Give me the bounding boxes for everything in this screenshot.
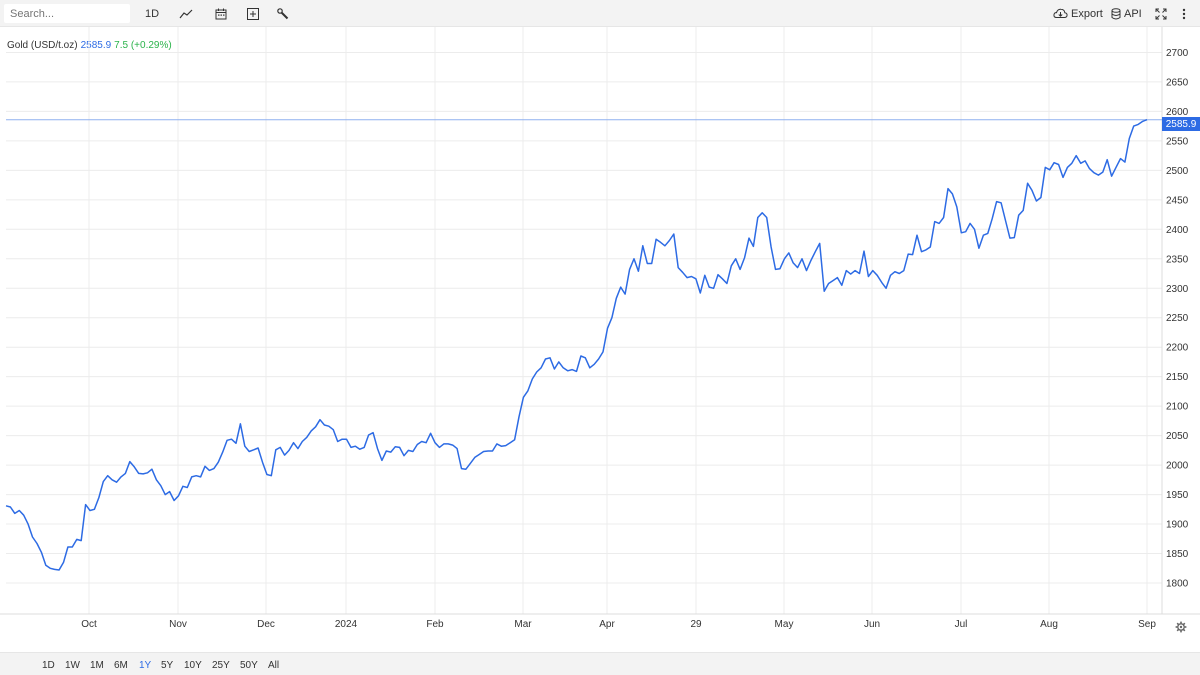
cloud-download-icon — [1053, 8, 1068, 18]
y-tick-label: 2550 — [1166, 136, 1189, 147]
add-indicator-icon[interactable] — [244, 4, 262, 23]
x-tick-label: May — [775, 619, 794, 630]
wrench-icon[interactable] — [274, 4, 292, 23]
series-price: 2585.9 — [80, 40, 112, 51]
range-button-6m[interactable]: 6M — [114, 660, 128, 671]
range-button-1m[interactable]: 1M — [90, 660, 104, 671]
x-tick-label: Feb — [426, 619, 444, 630]
y-tick-label: 2400 — [1166, 225, 1189, 236]
chart-grid — [0, 27, 1200, 615]
price-series-line — [5, 119, 1148, 571]
y-axis: 1800 1850 1900 1950 2000 2050 2100 2150 2200 2250… — [1166, 48, 1189, 590]
last-price-tag: 2585.9 — [1162, 117, 1200, 131]
line-chart-icon[interactable] — [177, 4, 195, 23]
fullscreen-icon[interactable] — [1153, 4, 1169, 23]
x-tick-label: Jun — [864, 619, 880, 630]
range-button-10y[interactable]: 10Y — [184, 660, 202, 671]
y-tick-label: 1950 — [1166, 490, 1189, 501]
export-button[interactable]: Export — [1053, 4, 1103, 23]
y-tick-label: 1900 — [1166, 520, 1189, 531]
series-legend: Gold (USD/t.oz) 2585.9 7.5 (+0.29%) — [7, 40, 172, 51]
x-tick-label: Apr — [599, 619, 615, 630]
more-vertical-icon[interactable] — [1178, 4, 1190, 23]
x-tick-label: 29 — [690, 619, 702, 630]
range-bar: 1D 1W 1M 6M 1Y 5Y 10Y 25Y 50Y All — [0, 652, 1200, 675]
range-button-1w[interactable]: 1W — [65, 660, 80, 671]
series-name: Gold (USD/t.oz) — [7, 40, 78, 51]
y-tick-label: 2100 — [1166, 402, 1189, 413]
y-tick-label: 2300 — [1166, 284, 1189, 295]
search-input[interactable] — [4, 4, 130, 23]
y-tick-label: 2500 — [1166, 166, 1189, 177]
x-axis: Oct Nov Dec 2024 Feb Mar Apr 29 May Jun Jul Aug Sep — [81, 619, 1156, 630]
range-button-all[interactable]: All — [268, 660, 280, 671]
y-tick-label: 2000 — [1166, 461, 1189, 472]
x-tick-label: Jul — [955, 619, 968, 630]
series-change: 7.5 (+0.29%) — [114, 40, 172, 51]
y-tick-label: 2450 — [1166, 195, 1189, 206]
y-tick-label: 2150 — [1166, 372, 1189, 383]
y-tick-label: 2050 — [1166, 431, 1189, 442]
x-tick-label: Aug — [1040, 619, 1058, 630]
range-button-1y[interactable]: 1Y — [139, 660, 152, 671]
y-tick-label: 1800 — [1166, 579, 1189, 590]
y-tick-label: 2350 — [1166, 254, 1189, 265]
api-button[interactable]: API — [1111, 4, 1142, 23]
y-tick-label: 2200 — [1166, 343, 1189, 354]
export-label: Export — [1071, 7, 1103, 20]
range-button-5y[interactable]: 5Y — [161, 660, 174, 671]
x-tick-label: Mar — [514, 619, 532, 630]
range-button-1d[interactable]: 1D — [42, 660, 55, 671]
range-button-50y[interactable]: 50Y — [240, 660, 258, 671]
calendar-icon[interactable] — [212, 4, 230, 23]
y-tick-label: 2250 — [1166, 313, 1189, 324]
interval-button[interactable]: 1D — [144, 7, 160, 20]
range-button-25y[interactable]: 25Y — [212, 660, 230, 671]
x-tick-label: Nov — [169, 619, 187, 630]
price-chart[interactable]: 1800 1850 1900 1950 2000 2050 2100 2150 2200 2250… — [0, 27, 1200, 652]
top-toolbar: 1D Export API — [0, 0, 1200, 27]
y-tick-label: 2600 — [1166, 107, 1189, 118]
y-tick-label: 1850 — [1166, 549, 1189, 560]
database-icon — [1111, 7, 1121, 19]
x-tick-label: Sep — [1138, 619, 1156, 630]
x-tick-label: Dec — [257, 619, 275, 630]
chart-settings-icon[interactable] — [1175, 621, 1187, 633]
x-tick-label: Oct — [81, 619, 97, 630]
y-tick-label: 2650 — [1166, 77, 1189, 88]
x-tick-label: 2024 — [335, 619, 358, 630]
api-label: API — [1124, 7, 1142, 20]
y-tick-label: 2700 — [1166, 48, 1189, 59]
